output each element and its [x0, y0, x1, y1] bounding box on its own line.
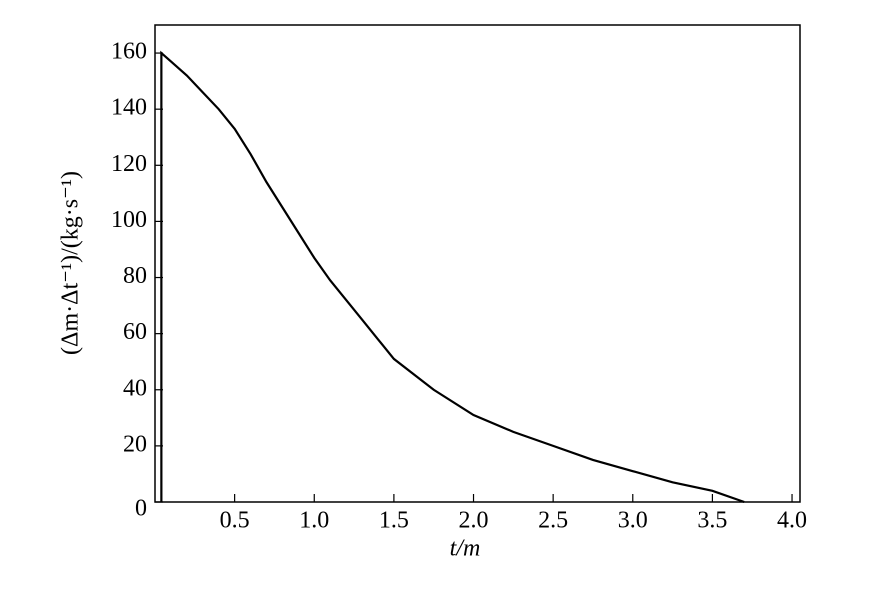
y-tick-label: 20	[123, 431, 147, 457]
x-tick-label: 3.5	[697, 508, 727, 534]
x-tick-label: 4.0	[777, 508, 807, 534]
y-tick-label: 0	[135, 496, 147, 522]
y-tick-label: 160	[111, 39, 147, 65]
plot-frame	[154, 24, 801, 503]
x-tick-label: 2.0	[459, 508, 489, 534]
x-tick-label: 1.5	[379, 508, 409, 534]
x-tick-label: 3.0	[618, 508, 648, 534]
x-tick-label: 1.0	[299, 508, 329, 534]
data-line	[160, 50, 745, 504]
y-tick-label: 140	[111, 95, 147, 121]
y-tick-label: 120	[111, 151, 147, 177]
x-tick-label: 0.5	[220, 508, 250, 534]
y-tick-label: 60	[123, 319, 147, 345]
y-axis-label: (Δm·Δt⁻¹)/(kg·s⁻¹)	[58, 171, 84, 355]
y-tick-label: 40	[123, 375, 147, 401]
y-tick-label: 80	[123, 263, 147, 289]
x-tick-label: 2.5	[538, 508, 568, 534]
x-axis-label: t/m	[450, 536, 481, 562]
y-tick-label: 100	[111, 207, 147, 233]
